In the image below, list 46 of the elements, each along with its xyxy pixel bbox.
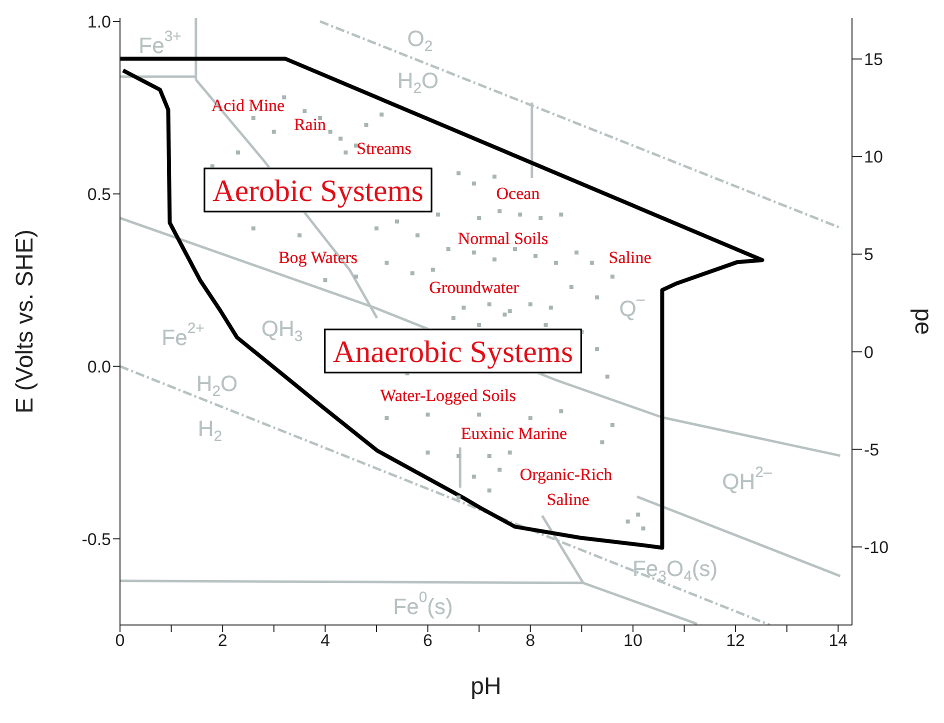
- x-tick-label: 14: [828, 631, 848, 650]
- y-tick-label: 0.0: [87, 357, 111, 376]
- x-tick-label: 2: [218, 631, 228, 650]
- annotation: Streams: [356, 138, 412, 158]
- y-tick-label: 0.5: [87, 184, 111, 204]
- annotation: Anaerobic Systems: [332, 334, 574, 368]
- x-tick-label: 4: [320, 631, 330, 650]
- annotation: Bog Waters: [278, 248, 358, 266]
- y2-tick-label: 10: [864, 148, 883, 167]
- annotation: Fe$^{3+}$: [138, 28, 182, 58]
- y-tick-label: -0.5: [82, 530, 111, 549]
- x-tick-label: 10: [624, 631, 642, 650]
- y2-tick-label: 5: [864, 245, 874, 264]
- annotation: O$_{2}$: [407, 26, 433, 55]
- y2-tick-label: -10: [864, 538, 889, 557]
- annotation: Ocean: [496, 184, 540, 202]
- annotation: H$_{2}$O: [196, 370, 238, 400]
- x-tick-label: 0: [115, 631, 125, 650]
- annotation: QH$^{2–}$: [722, 464, 772, 494]
- annotation: H$_{2}$O: [397, 68, 439, 97]
- annotation: Acid Mine: [211, 96, 285, 114]
- annotation: Saline: [546, 490, 590, 508]
- annotation: Fe$^{0}$(s): [393, 589, 453, 618]
- y-tick-label: 1.0: [87, 12, 111, 32]
- annotation: Water-Logged Soils: [380, 386, 516, 404]
- x-tick-label: 8: [526, 631, 536, 650]
- annotation: Aerobic Systems: [212, 172, 424, 208]
- annotation: Fe$^{2+}$: [162, 320, 204, 350]
- annotation: Organic-Rich: [520, 464, 613, 484]
- y2-tick-label: -5: [864, 440, 880, 460]
- x-tick-label: 12: [726, 631, 746, 650]
- annotation: Rain: [294, 114, 327, 134]
- y2-axis-title: pe: [909, 308, 936, 335]
- annotation: QH$_{3}$: [261, 316, 303, 345]
- annotation: Euxinic Marine: [460, 424, 568, 442]
- annotation: Q$^{–}$: [619, 291, 646, 320]
- annotation: Normal Soils: [458, 228, 548, 248]
- x-tick-label: 6: [423, 631, 433, 650]
- y2-tick-label: 0: [864, 342, 874, 362]
- annotation: Saline: [608, 248, 652, 266]
- x-axis-title: pH: [470, 673, 502, 700]
- y-axis-title: E (Volts vs. SHE): [12, 229, 39, 414]
- y2-tick-label: 15: [864, 50, 883, 70]
- annotation: Groundwater: [429, 278, 520, 296]
- annotation: H$_{2}$: [198, 416, 222, 445]
- annotation: Fe$_{3}$O$_{4}$(s): [632, 556, 718, 585]
